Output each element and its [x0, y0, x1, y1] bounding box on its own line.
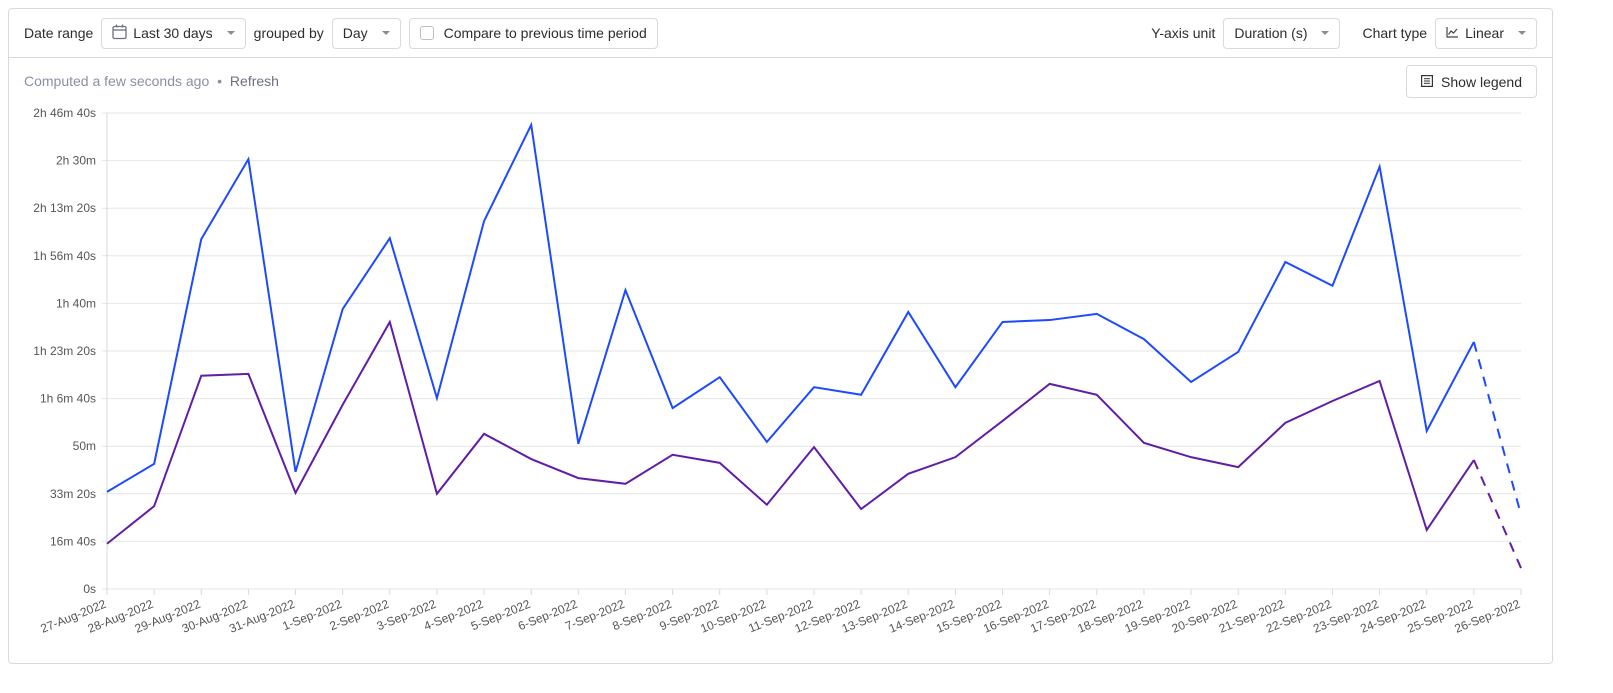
y-tick-label: 2h 30m — [56, 154, 96, 168]
line-chart-icon — [1446, 25, 1459, 41]
y-tick-label: 1h 23m 20s — [33, 344, 96, 358]
y-tick-label: 16m 40s — [50, 534, 96, 548]
grouped-by-value: Day — [342, 25, 368, 41]
y-tick-label: 0s — [83, 582, 96, 596]
list-icon — [1421, 74, 1434, 90]
show-legend-label: Show legend — [1441, 73, 1522, 90]
insight-panel: Date range Last 30 days grouped by Day C… — [8, 8, 1553, 664]
refresh-link[interactable]: Refresh — [229, 73, 279, 89]
caret-down-icon — [381, 31, 390, 35]
y-tick-label: 50m — [73, 439, 96, 453]
compare-label: Compare to previous time period — [443, 25, 647, 41]
computed-text: Computed a few seconds ago — [24, 73, 210, 89]
date-range-label: Date range — [24, 25, 94, 41]
left-controls: Date range Last 30 days grouped by Day C… — [24, 17, 658, 49]
y-tick-label: 1h 40m — [56, 296, 96, 310]
grouped-by-label: grouped by — [253, 25, 324, 41]
date-range-select[interactable]: Last 30 days — [101, 17, 246, 49]
compare-checkbox[interactable] — [419, 26, 434, 40]
y-tick-label: 1h 56m 40s — [33, 249, 96, 263]
series-incomplete-segment-1[interactable] — [1472, 341, 1522, 516]
right-controls: Y-axis unit Duration (s) Chart type Line… — [1151, 17, 1537, 49]
series-incomplete-segment-2[interactable] — [1472, 459, 1522, 569]
computed-status: Computed a few seconds ago • Refresh — [24, 73, 279, 89]
chart-type-label: Chart type — [1362, 25, 1428, 41]
series-line-1[interactable] — [106, 121, 1475, 493]
y-axis-unit-value: Duration (s) — [1234, 25, 1308, 41]
show-legend-button[interactable]: Show legend — [1406, 65, 1537, 98]
grouped-by-select[interactable]: Day — [331, 17, 401, 49]
compare-toggle[interactable]: Compare to previous time period — [408, 17, 658, 49]
y-tick-label: 2h 46m 40s — [33, 106, 96, 120]
caret-down-icon — [1518, 31, 1526, 35]
y-axis-unit-label: Y-axis unit — [1151, 25, 1216, 41]
y-tick-label: 1h 6m 40s — [40, 392, 96, 406]
y-tick-label: 2h 13m 20s — [33, 201, 96, 215]
series-line-2[interactable] — [106, 319, 1475, 545]
calendar-icon — [112, 24, 127, 43]
y-axis-unit-select[interactable]: Duration (s) — [1223, 17, 1341, 49]
date-range-value: Last 30 days — [133, 25, 213, 41]
chart-type-select[interactable]: Linear — [1435, 17, 1537, 49]
y-tick-label: 33m 20s — [50, 487, 96, 501]
caret-down-icon — [1321, 31, 1330, 35]
caret-down-icon — [226, 31, 235, 35]
separator-dot: • — [217, 73, 223, 89]
chart-type-value: Linear — [1465, 25, 1504, 41]
filters-toolbar: Date range Last 30 days grouped by Day C… — [9, 9, 1552, 58]
